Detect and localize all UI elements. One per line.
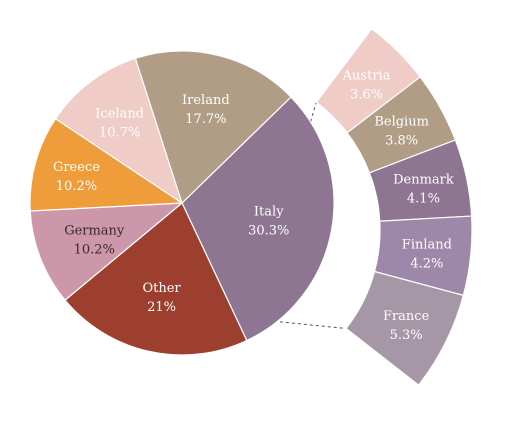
pie-slice-other-value-label: 21% (147, 300, 176, 315)
ring-segment-austria-value-label: 3.6% (350, 87, 383, 102)
ring-segment-france-label: France (383, 309, 430, 324)
ring-segment-belgium-label: Belgium (374, 115, 429, 130)
pie-slice-ireland-value-label: 17.7% (185, 112, 226, 127)
pie-slice-italy (181, 96, 335, 342)
pie-slice-iceland-value-label: 10.7% (99, 126, 140, 141)
pie-slice-iceland (54, 57, 184, 205)
ring-segment-finland-label: Finland (402, 238, 452, 253)
pie-slice-greece-value-label: 10.2% (56, 179, 97, 194)
ring-segment-austria-label: Austria (342, 68, 391, 83)
other-breakdown-ring (315, 27, 473, 386)
ring-segment-belgium-value-label: 3.8% (385, 134, 418, 149)
slice-labels: Italy 30.3% Other 21% Germany 10.2% Greece 10.2… (53, 68, 454, 342)
connector-line-bottom (65, 299, 347, 330)
pie-slice-germany (29, 202, 184, 301)
pie-slice-italy-value-label: 30.3% (248, 224, 289, 239)
pie-slice-iceland-label: Iceland (95, 107, 144, 122)
pie-slice-greece-label: Greece (53, 160, 100, 175)
ring-segment-france-value-label: 5.3% (390, 328, 423, 343)
ring-segment-denmark-value-label: 4.1% (407, 192, 440, 207)
main-pie (29, 50, 335, 356)
ring-segment-finland-value-label: 4.2% (410, 257, 443, 272)
ring-segment-denmark-label: Denmark (393, 173, 454, 188)
pie-slice-other-label: Other (142, 281, 181, 296)
ring-segment-france (345, 270, 465, 386)
pie-slice-other (64, 202, 248, 356)
pie-slice-ireland-label: Ireland (182, 93, 230, 108)
pie-slice-greece (29, 117, 184, 212)
pie-slice-germany-value-label: 10.2% (74, 242, 115, 257)
pie-slice-ireland (134, 50, 292, 205)
pie-slice-germany-label: Germany (64, 223, 125, 238)
pie-slice-italy-label: Italy (254, 205, 284, 220)
